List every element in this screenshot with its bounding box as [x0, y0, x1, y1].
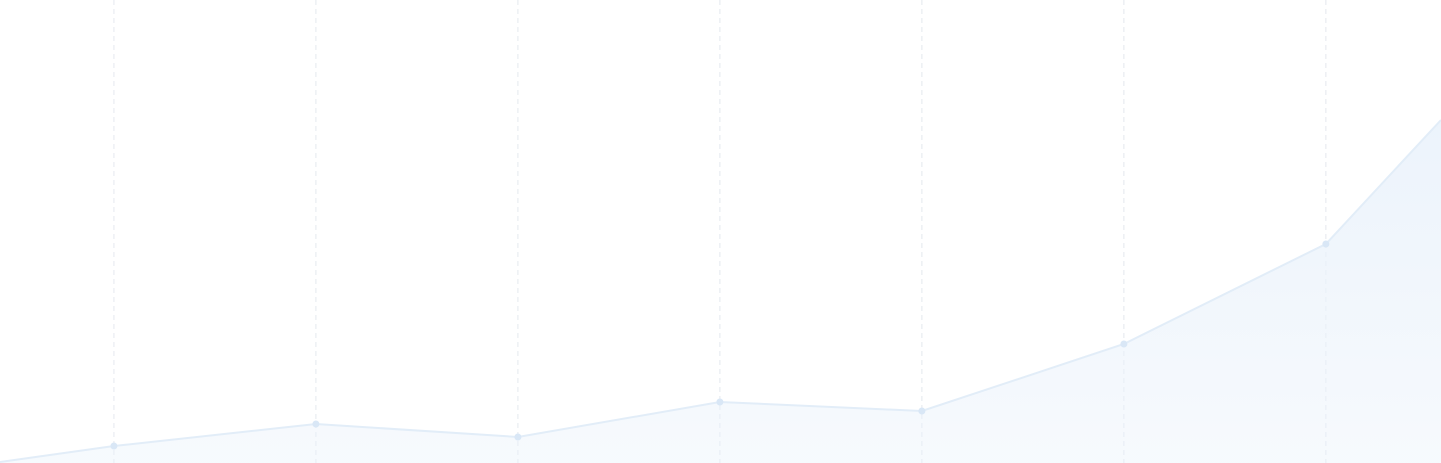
- point: [110, 442, 118, 450]
- point: [312, 420, 320, 428]
- point: [1120, 340, 1128, 348]
- point: [1322, 240, 1330, 248]
- point: [716, 398, 724, 406]
- point: [514, 433, 522, 441]
- area: [0, 120, 1441, 463]
- point: [918, 407, 926, 415]
